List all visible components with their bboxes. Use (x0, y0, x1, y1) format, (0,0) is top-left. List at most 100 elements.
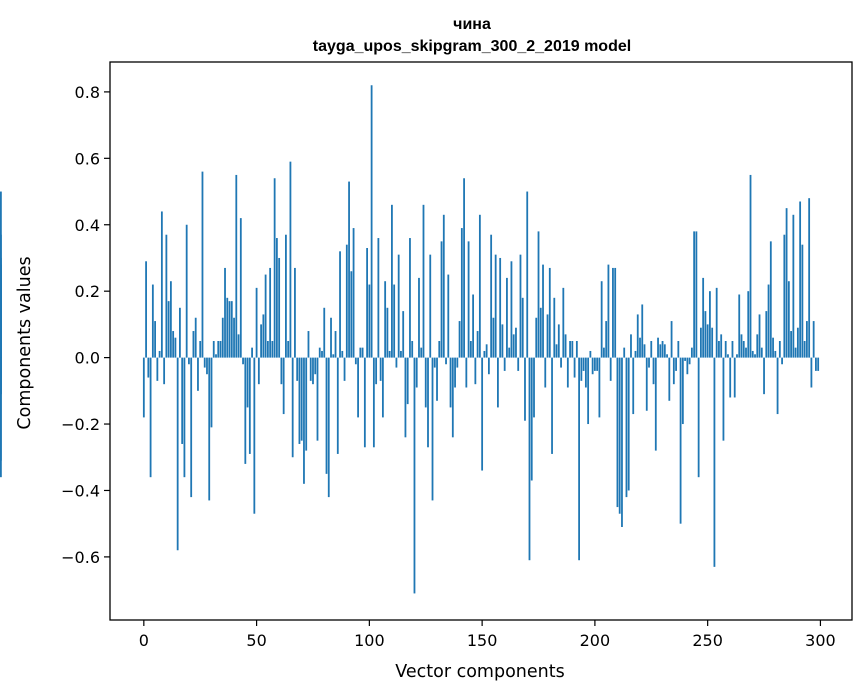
bar (253, 357, 256, 514)
bar (325, 357, 328, 474)
bar (781, 357, 783, 365)
x-tick-label: 250 (692, 631, 723, 650)
bar (224, 267, 226, 358)
bar (0, 357, 2, 461)
bar (418, 277, 420, 358)
bar (151, 284, 154, 358)
bar (618, 357, 621, 514)
bar (156, 357, 159, 381)
bar (537, 231, 540, 358)
bar (754, 354, 756, 358)
bar (158, 350, 161, 358)
bar (695, 231, 698, 358)
bar (512, 334, 515, 358)
bar (370, 85, 373, 358)
bar (359, 347, 362, 358)
bar (535, 317, 538, 358)
bar (305, 357, 308, 451)
bar (799, 201, 802, 358)
bar (251, 347, 253, 358)
bar (377, 238, 380, 358)
bar (221, 317, 224, 358)
bar (431, 357, 434, 501)
bar (427, 357, 429, 448)
bar (226, 297, 229, 358)
bar (354, 357, 357, 365)
bar (501, 324, 504, 358)
bar (711, 327, 714, 358)
bar (327, 357, 330, 498)
bar (165, 234, 168, 358)
bar (296, 357, 299, 381)
bar (244, 357, 247, 464)
bar (197, 357, 199, 391)
bar (456, 357, 459, 368)
bar (562, 287, 565, 358)
bar (715, 287, 718, 358)
bar (336, 357, 339, 454)
y-tick-label: −0.6 (61, 548, 100, 567)
bar (614, 267, 617, 358)
bar (630, 334, 632, 358)
y-tick-label: 0.6 (75, 149, 100, 168)
bar (555, 344, 558, 358)
bar (339, 251, 341, 358)
bar (188, 357, 190, 365)
bar (440, 241, 443, 358)
y-axis-ticks: −0.6 −0.4 −0.2 0.0 0.2 0.4 0.6 0.8 (61, 83, 110, 567)
bar (300, 357, 303, 441)
bar (736, 354, 738, 358)
bar (183, 357, 186, 478)
bar (742, 341, 745, 358)
bar (566, 357, 569, 388)
bar (528, 357, 531, 561)
bar (400, 350, 402, 358)
bar (751, 350, 754, 358)
bar (309, 357, 312, 381)
bar (738, 294, 741, 358)
bar (524, 357, 526, 421)
bar (704, 311, 707, 358)
bar (341, 350, 344, 358)
bar (404, 357, 407, 438)
bar (282, 357, 285, 415)
bar (582, 357, 585, 371)
bar (632, 357, 635, 415)
bar (230, 301, 233, 358)
bar (767, 284, 770, 358)
bar (551, 357, 553, 454)
x-tick-label: 200 (580, 631, 611, 650)
bar (587, 357, 590, 425)
bar (803, 341, 806, 358)
bar (785, 208, 788, 358)
bar (663, 344, 666, 358)
bar (280, 357, 283, 385)
bar (654, 357, 657, 451)
bar (492, 317, 495, 358)
bar (623, 347, 626, 358)
y-tick-label: 0.2 (75, 282, 100, 301)
bar (593, 357, 596, 371)
bar (454, 357, 456, 388)
bar (411, 341, 414, 358)
bar (323, 307, 326, 358)
bar (199, 341, 202, 358)
bar (729, 357, 732, 398)
bar (677, 341, 680, 358)
bar (194, 317, 197, 358)
bar (684, 357, 686, 361)
bar (285, 234, 287, 358)
bar (465, 357, 468, 388)
bar (357, 357, 359, 418)
bar (181, 357, 184, 444)
bar (185, 224, 188, 358)
bar (433, 357, 436, 368)
bar (472, 294, 474, 358)
bar (278, 257, 281, 358)
bar (616, 357, 619, 508)
bar (487, 357, 490, 375)
bar (727, 354, 729, 358)
chart-title-line1: чина (453, 16, 491, 33)
bar (659, 344, 662, 358)
